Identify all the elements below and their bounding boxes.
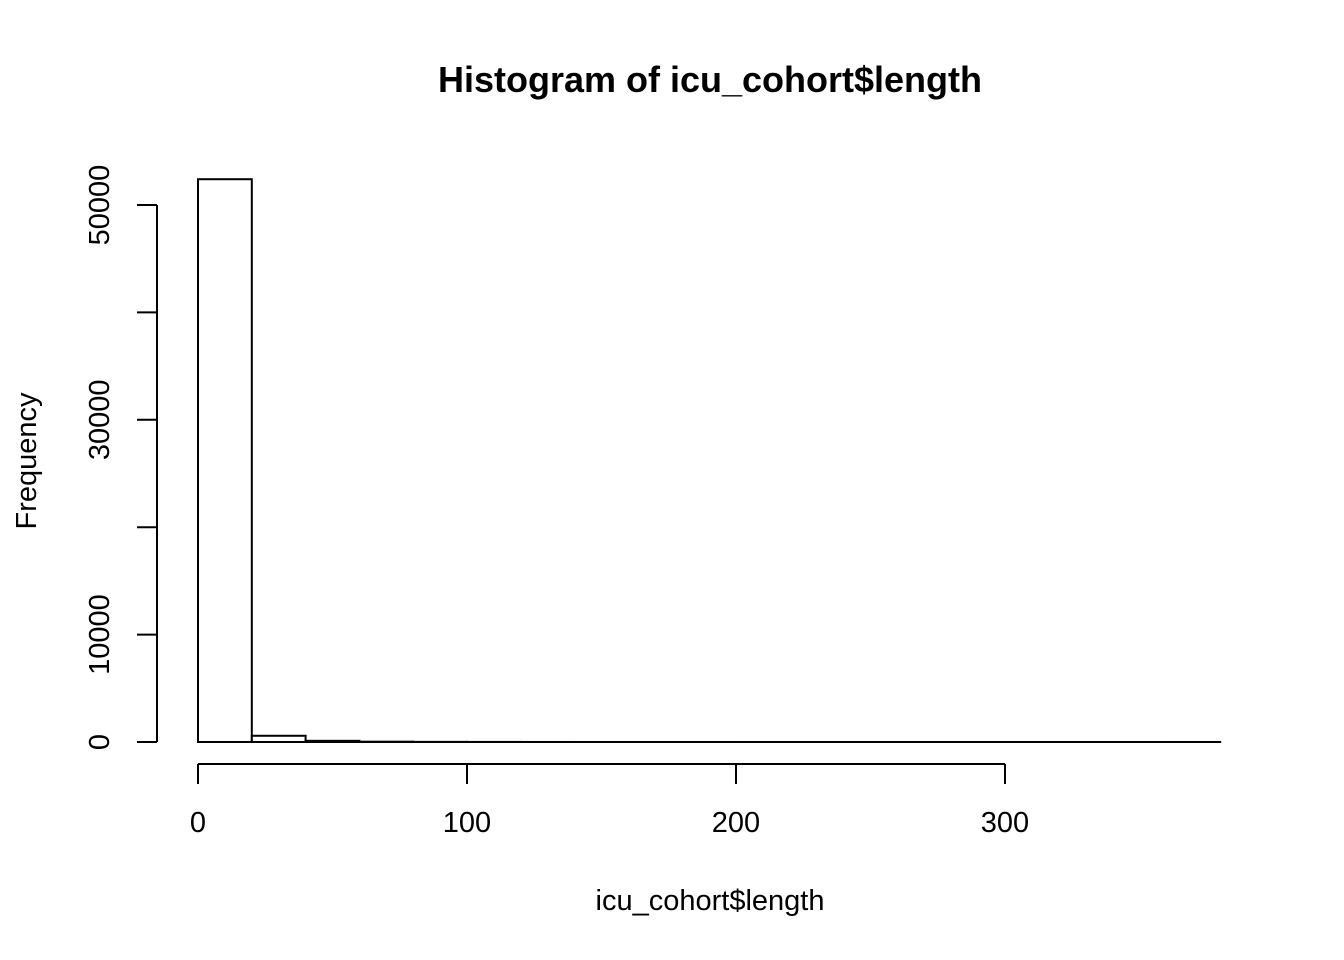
- y-axis-label: Frequency: [11, 392, 43, 530]
- y-axis: 0 10000 30000 50000: [84, 165, 158, 750]
- y-tick-label: 50000: [84, 165, 116, 246]
- y-tick-label: 0: [84, 734, 116, 750]
- bars-group: [197, 178, 1222, 744]
- x-axis-label: icu_cohort$length: [596, 885, 825, 917]
- y-tick-label: 10000: [84, 594, 116, 675]
- histogram-bar: [197, 178, 253, 743]
- x-tick-label: 300: [981, 807, 1029, 839]
- x-tick-label: 100: [443, 807, 491, 839]
- chart-title: Histogram of icu_cohort$length: [438, 59, 982, 100]
- y-tick-label: 30000: [84, 379, 116, 460]
- x-tick-label: 0: [190, 807, 206, 839]
- x-axis: 0 100 200 300: [190, 763, 1029, 839]
- x-tick-label: 200: [712, 807, 760, 839]
